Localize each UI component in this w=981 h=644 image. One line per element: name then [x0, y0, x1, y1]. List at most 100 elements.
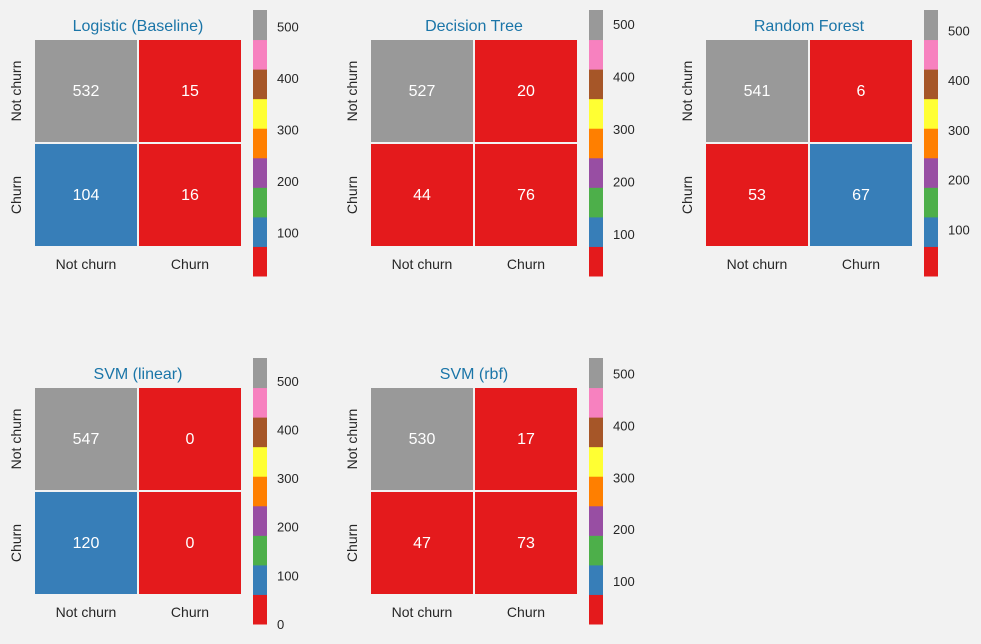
y-tick-label: Not churn	[344, 409, 360, 470]
colorbar-segment	[924, 10, 938, 41]
heatmap-cell	[371, 388, 473, 490]
colorbar-segment	[253, 564, 267, 595]
colorbar-segment	[924, 216, 938, 247]
heatmap-cell	[35, 388, 137, 490]
colorbar-segment	[253, 246, 267, 277]
heatmap-cell	[810, 40, 912, 142]
colorbar-segment	[253, 216, 267, 247]
panel-title: Logistic (Baseline)	[73, 18, 204, 35]
heatmap-panel: Decision Tree 527 20 44 76 Not churn Churn Not …	[344, 10, 635, 277]
x-tick-label: Churn	[507, 604, 545, 620]
colorbar-segment	[589, 594, 603, 625]
colorbar-tick-label: 100	[948, 222, 970, 237]
x-tick-label: Churn	[171, 604, 209, 620]
x-tick-label: Churn	[171, 256, 209, 272]
colorbar-tick-label: 100	[613, 574, 635, 589]
colorbar-segment	[924, 128, 938, 159]
colorbar-segment	[253, 594, 267, 625]
panel-title: Random Forest	[754, 18, 865, 35]
colorbar-segment	[924, 157, 938, 188]
colorbar-segment	[924, 98, 938, 129]
heatmap-cell	[810, 144, 912, 246]
colorbar-tick-label: 200	[613, 175, 635, 190]
heatmap-cell	[35, 144, 137, 246]
cell-value-label: 0	[186, 431, 195, 448]
y-tick-label: Not churn	[344, 61, 360, 122]
cell-value-label: 16	[181, 187, 199, 204]
colorbar-tick-label: 400	[613, 418, 635, 433]
cell-value-label: 532	[73, 83, 100, 100]
y-tick-label: Churn	[344, 524, 360, 562]
heatmap-cell	[371, 492, 473, 594]
colorbar-segment	[253, 69, 267, 100]
colorbar-segment	[253, 39, 267, 70]
heatmap-cell	[371, 144, 473, 246]
colorbar-tick-label: 300	[613, 470, 635, 485]
cell-value-label: 6	[857, 83, 866, 100]
x-tick-label: Not churn	[392, 256, 453, 272]
colorbar-segment	[924, 246, 938, 277]
colorbar-tick-label: 300	[277, 471, 299, 486]
heatmap-cell	[139, 144, 241, 246]
colorbar-segment	[924, 69, 938, 100]
x-tick-label: Not churn	[56, 256, 117, 272]
colorbar-tick-label: 0	[277, 617, 284, 632]
colorbar-segment	[589, 216, 603, 247]
colorbar-tick-label: 400	[277, 422, 299, 437]
colorbar-segment	[253, 535, 267, 566]
panel-title: Decision Tree	[425, 18, 523, 35]
heatmap-panel: SVM (linear) 547 0 120 0 Not churn Churn Not ch…	[8, 358, 299, 632]
colorbar-tick-label: 500	[277, 19, 299, 34]
cell-value-label: 73	[517, 535, 535, 552]
colorbar-tick-label: 200	[277, 520, 299, 535]
colorbar-segment	[589, 476, 603, 507]
colorbar-segment	[253, 187, 267, 218]
colorbar-segment	[253, 417, 267, 448]
cell-value-label: 47	[413, 535, 431, 552]
x-tick-label: Not churn	[392, 604, 453, 620]
colorbar-segment	[589, 246, 603, 277]
colorbar-segment	[253, 128, 267, 159]
x-tick-label: Churn	[842, 256, 880, 272]
cell-value-label: 0	[186, 535, 195, 552]
colorbar-tick-label: 300	[948, 123, 970, 138]
colorbar-segment	[253, 476, 267, 507]
x-tick-label: Churn	[507, 256, 545, 272]
cell-value-label: 76	[517, 187, 535, 204]
heatmap-cell	[475, 388, 577, 490]
y-tick-label: Churn	[8, 524, 24, 562]
colorbar-segment	[589, 358, 603, 389]
heatmap-panel: Random Forest 541 6 53 67 Not churn Churn Not c…	[679, 10, 970, 277]
heatmap-cell	[139, 492, 241, 594]
cell-value-label: 120	[73, 535, 100, 552]
colorbar-tick-label: 300	[277, 122, 299, 137]
cell-value-label: 53	[748, 187, 766, 204]
y-tick-label: Not churn	[8, 61, 24, 122]
colorbar-segment	[589, 39, 603, 70]
colorbar-tick-label: 500	[613, 367, 635, 382]
cell-value-label: 44	[413, 187, 431, 204]
colorbar-segment	[589, 69, 603, 100]
heatmap-cell	[475, 40, 577, 142]
heatmap-cell	[475, 144, 577, 246]
colorbar-segment	[589, 157, 603, 188]
colorbar-tick-label: 200	[613, 522, 635, 537]
heatmap-cell	[706, 144, 808, 246]
cell-value-label: 67	[852, 187, 870, 204]
colorbar-tick-label: 100	[613, 227, 635, 242]
colorbar-segment	[253, 387, 267, 418]
cell-value-label: 527	[409, 83, 436, 100]
colorbar-tick-label: 500	[613, 17, 635, 32]
heatmap-cell	[706, 40, 808, 142]
colorbar-segment	[589, 535, 603, 566]
x-tick-label: Not churn	[727, 256, 788, 272]
y-tick-label: Not churn	[8, 409, 24, 470]
colorbar-segment	[589, 98, 603, 129]
panel-title: SVM (rbf)	[440, 366, 508, 383]
cell-value-label: 15	[181, 83, 199, 100]
y-tick-label: Churn	[679, 176, 695, 214]
cell-value-label: 17	[517, 431, 535, 448]
heatmap-cell	[371, 40, 473, 142]
cell-value-label: 104	[73, 187, 100, 204]
